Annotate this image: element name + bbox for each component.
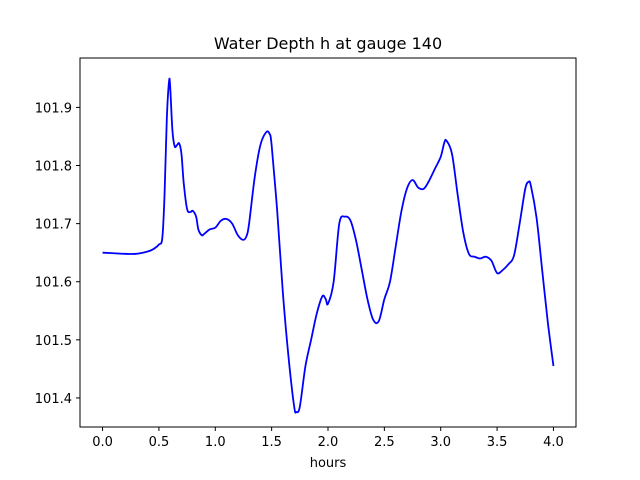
x-axis: 0.0 0.5 1.0 1.5 2.0 2.5 3.0 3.5 4.0 (92, 427, 564, 450)
y-tick-label: 101.5 (35, 334, 72, 349)
series-line (102, 77, 555, 414)
chart-title: Water Depth h at gauge 140 (214, 34, 442, 53)
x-tick-label: 3.0 (430, 435, 451, 450)
plot-frame (79, 57, 577, 428)
x-tick-label: 3.5 (487, 435, 508, 450)
y-axis: 101.4 101.5 101.6 101.7 101.8 101.9 (35, 101, 80, 407)
plot-area (79, 57, 577, 428)
x-tick-label: 0.0 (92, 435, 113, 450)
y-tick-label: 101.9 (35, 101, 72, 116)
x-tick-label: 1.0 (205, 435, 226, 450)
y-tick-label: 101.4 (35, 392, 72, 407)
x-axis-label: hours (310, 456, 347, 471)
y-tick-label: 101.7 (35, 218, 72, 233)
x-tick-label: 4.0 (543, 435, 564, 450)
y-tick-label: 101.8 (35, 160, 72, 175)
x-tick-label: 2.5 (374, 435, 395, 450)
x-tick-label: 0.5 (149, 435, 170, 450)
x-tick-label: 2.0 (318, 435, 339, 450)
y-tick-label: 101.6 (35, 276, 72, 291)
x-tick-label: 1.5 (261, 435, 282, 450)
series-group (102, 77, 555, 414)
